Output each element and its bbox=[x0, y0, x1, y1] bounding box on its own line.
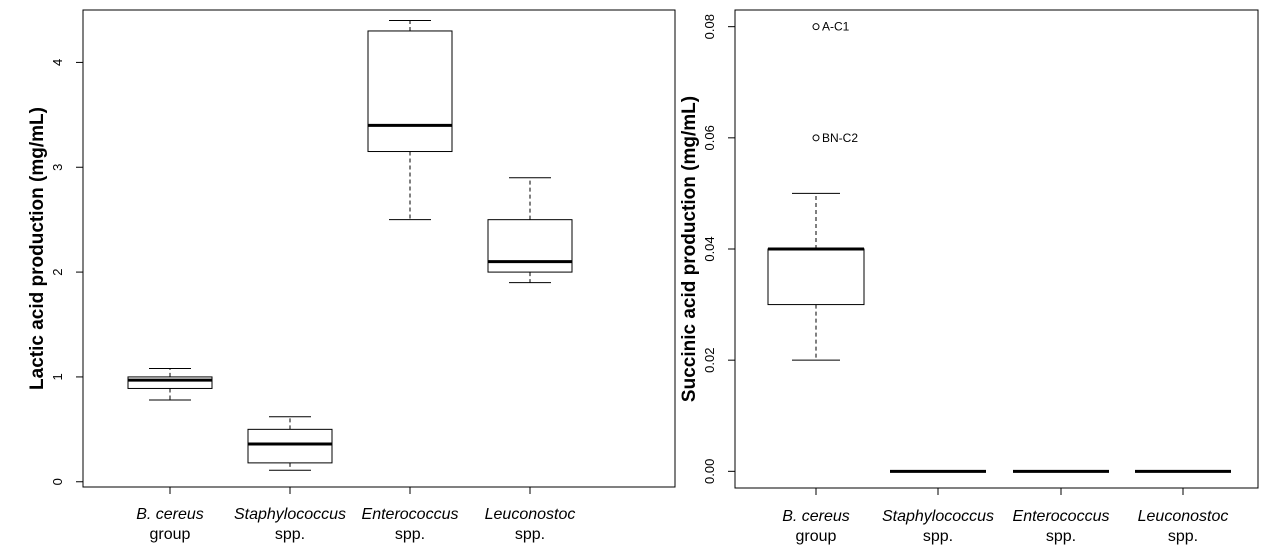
chart-panel-1: 0 1 2 3 4 Lactic acid production (mg/mL) B. ce… bbox=[27, 9, 676, 543]
outlier-label: BN-C2 bbox=[822, 131, 858, 145]
box-iqr bbox=[247, 428, 333, 464]
box-2 bbox=[247, 416, 333, 471]
y-axis-label: Succinic acid production (mg/mL) bbox=[679, 96, 700, 402]
x-tick-label: Staphylococcus bbox=[882, 508, 994, 525]
box-4 bbox=[487, 177, 573, 284]
y-tick-label: 4 bbox=[50, 59, 65, 66]
box-iqr bbox=[767, 248, 865, 306]
x-tick-label: B. cereus bbox=[782, 508, 850, 525]
x-tick-label: Leuconostoc bbox=[1138, 508, 1229, 525]
box-iqr bbox=[127, 376, 213, 389]
chart-panel-2: 0.00 0.02 0.04 0.06 0.08 Succinic acid produc… bbox=[679, 9, 1259, 545]
y-axis-label: Lactic acid production (mg/mL) bbox=[27, 107, 48, 390]
y-tick-label: 0.06 bbox=[702, 125, 717, 150]
x-tick-label-line2: spp. bbox=[1046, 528, 1076, 545]
y-tick-label: 1 bbox=[50, 373, 65, 380]
y-tick-label: 3 bbox=[50, 164, 65, 171]
x-tick-label-line2: spp. bbox=[275, 526, 305, 543]
box-iqr bbox=[487, 219, 573, 273]
box-1 bbox=[127, 368, 213, 401]
y-tick-label: 2 bbox=[50, 268, 65, 275]
x-tick-label-line2: spp. bbox=[395, 526, 425, 543]
x-tick-label: Enterococcus bbox=[1013, 508, 1110, 525]
outlier-point bbox=[812, 23, 820, 31]
outlier-point bbox=[812, 134, 820, 142]
x-tick-label: B. cereus bbox=[136, 506, 204, 523]
box-3 bbox=[367, 19, 453, 221]
y-tick-label: 0.00 bbox=[702, 459, 717, 484]
x-tick-label-line2: group bbox=[150, 526, 191, 543]
x-tick-label: Staphylococcus bbox=[234, 506, 346, 523]
x-tick-label-line2: group bbox=[796, 528, 837, 545]
x-tick-label-line2: spp. bbox=[1168, 528, 1198, 545]
box-iqr bbox=[367, 30, 453, 153]
x-tick-label: Leuconostoc bbox=[485, 506, 576, 523]
y-tick-label: 0.02 bbox=[702, 348, 717, 373]
outlier-label: A-C1 bbox=[822, 20, 850, 34]
box-1: A-C1 BN-C2 bbox=[767, 20, 865, 361]
plot-frame bbox=[82, 9, 676, 488]
y-tick-label: 0 bbox=[50, 478, 65, 485]
y-tick-label: 0.04 bbox=[702, 236, 717, 261]
x-tick-label-line2: spp. bbox=[923, 528, 953, 545]
y-tick-label: 0.08 bbox=[702, 14, 717, 39]
x-tick-label-line2: spp. bbox=[515, 526, 545, 543]
x-tick-label: Enterococcus bbox=[362, 506, 459, 523]
